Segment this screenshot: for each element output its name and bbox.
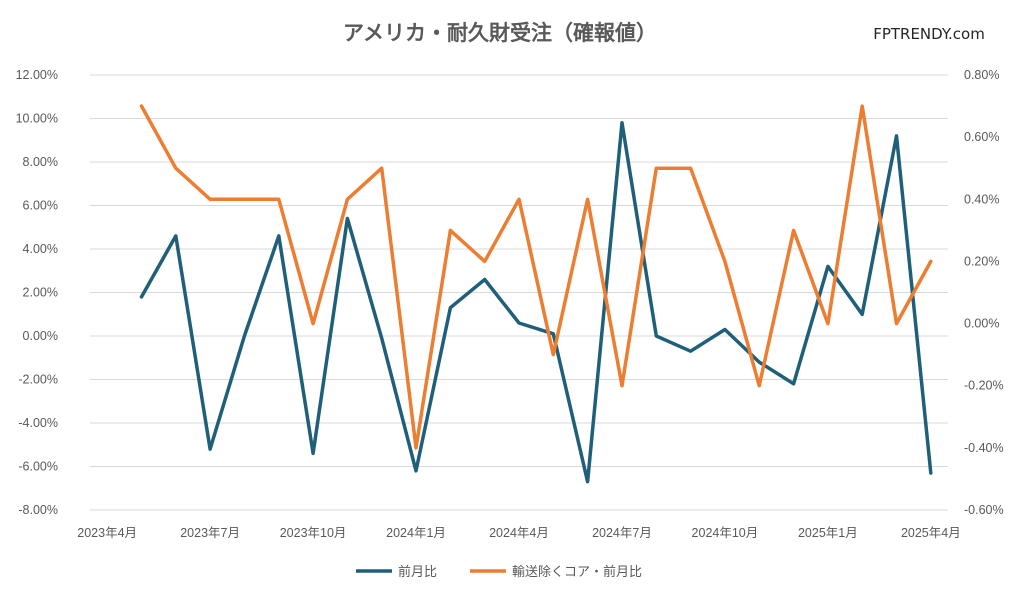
x-tick-label: 2024年10月 [692,526,759,540]
legend-label-series-1: 前月比 [398,564,437,580]
left-tick-label: -2.00% [18,373,58,387]
left-tick-label: -8.00% [18,503,58,517]
right-tick-label: 0.60% [964,130,999,144]
left-tick-label: 12.00% [16,68,58,82]
right-axis-ticks: 0.80% 0.60% 0.40% 0.20% 0.00% -0.20% -0.40% -0.… [964,68,1004,517]
right-tick-label: 0.00% [964,317,999,331]
left-tick-label: 8.00% [23,155,58,169]
left-tick-label: 4.00% [23,242,58,256]
left-tick-label: 6.00% [23,199,58,213]
x-tick-label: 2024年4月 [489,526,549,540]
legend: 前月比 輸送除くコア・前月比 [356,564,642,580]
x-axis-ticks: 2023年4月 2023年7月 2023年10月 2024年1月 2024年4月 2024… [77,526,960,540]
left-tick-label: -4.00% [18,416,58,430]
left-tick-label: 0.00% [23,329,58,343]
right-tick-label: 0.80% [964,68,999,82]
x-tick-label: 2024年7月 [592,526,652,540]
series-line-1 [139,121,933,484]
series-line-2 [139,104,933,450]
right-tick-label: 0.20% [964,254,999,268]
x-tick-label: 2023年10月 [280,526,347,540]
right-tick-label: -0.20% [964,379,1004,393]
x-tick-label: 2024年1月 [386,526,446,540]
right-tick-label: -0.40% [964,441,1004,455]
gridlines [90,74,948,511]
x-tick-label: 2023年4月 [77,526,137,540]
chart-title: アメリカ・耐久財受注（確報値） [343,21,657,45]
left-tick-label: 2.00% [23,286,58,300]
series-lines [139,104,933,484]
x-tick-label: 2025年4月 [901,526,961,540]
left-tick-label: 10.00% [16,112,58,126]
left-axis-ticks: 12.00% 10.00% 8.00% 6.00% 4.00% 2.00% 0.00% -2.… [16,68,58,517]
right-tick-label: -0.60% [964,503,1004,517]
x-tick-label: 2023年7月 [180,526,240,540]
right-tick-label: 0.40% [964,192,999,206]
legend-label-series-2: 輸送除くコア・前月比 [512,564,642,580]
site-brand: FPTRENDY.com [873,25,985,43]
x-tick-label: 2025年1月 [798,526,858,540]
left-tick-label: -6.00% [18,460,58,474]
